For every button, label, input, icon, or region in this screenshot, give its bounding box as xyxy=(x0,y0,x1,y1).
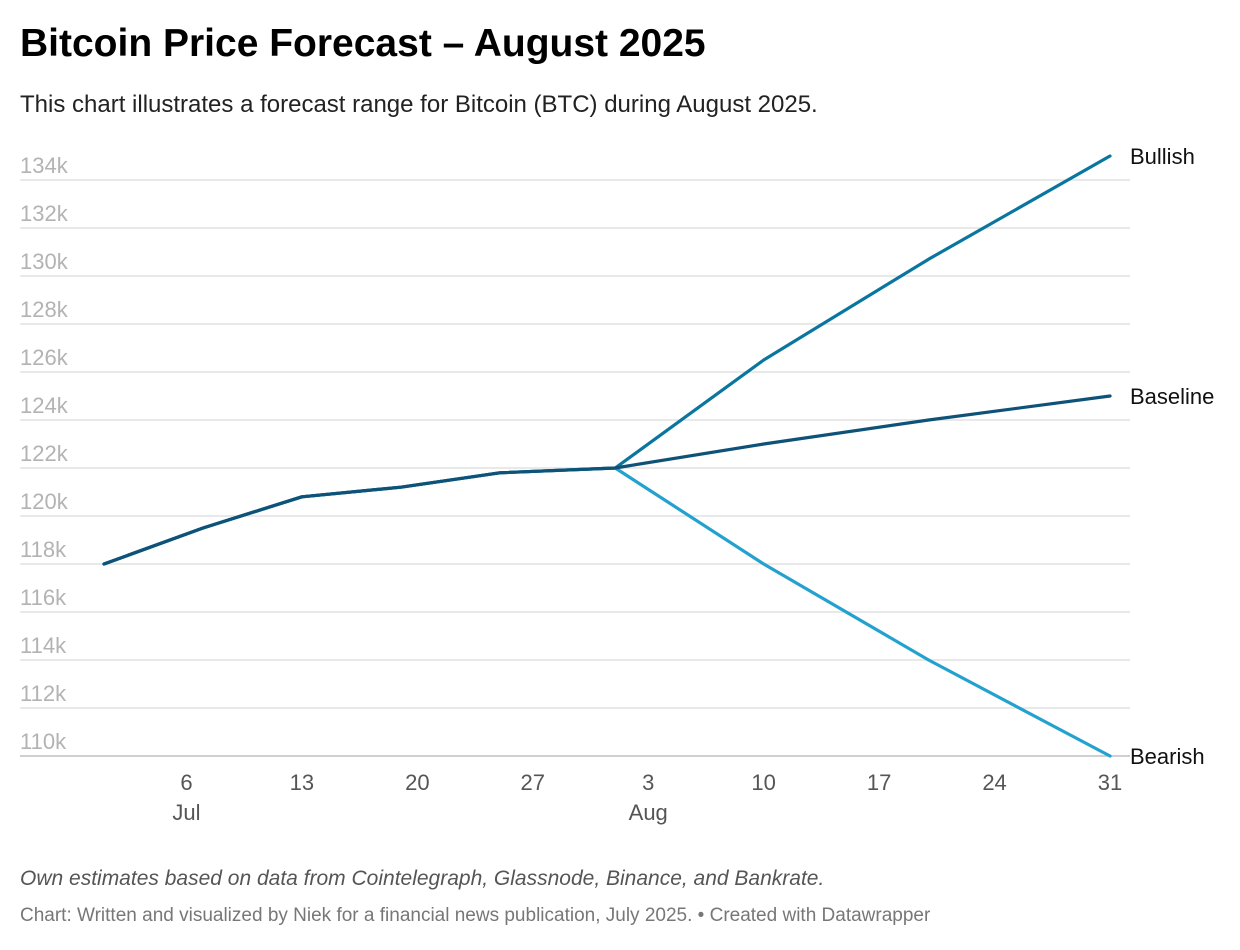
credit-line: Chart: Written and visualized by Niek fo… xyxy=(20,905,931,926)
x-tick-label: 20 xyxy=(405,770,429,795)
line-chart: 110k 112k 114k 116k 118k 120k 122k 124k 126k 128k… xyxy=(20,144,1214,825)
y-tick-label: 128k xyxy=(20,297,69,322)
y-tick-label: 134k xyxy=(20,153,69,178)
x-axis-ticks: 6 Jul 13 20 27 3 Aug 10 17 24 31 xyxy=(172,770,1122,825)
series-label-baseline: Baseline xyxy=(1130,384,1214,409)
series-line-bullish xyxy=(102,154,1112,566)
x-tick-label: 6 xyxy=(180,770,192,795)
series-label-bullish: Bullish xyxy=(1130,144,1195,169)
y-tick-label: 122k xyxy=(20,441,69,466)
y-tick-label: 130k xyxy=(20,249,69,274)
y-tick-label: 132k xyxy=(20,201,69,226)
x-tick-label: 24 xyxy=(982,770,1006,795)
y-tick-label: 118k xyxy=(20,537,67,562)
y-tick-label: 126k xyxy=(20,345,69,370)
chart-title: Bitcoin Price Forecast – August 2025 xyxy=(20,22,706,65)
y-axis-ticks: 110k 112k 114k 116k 118k 120k 122k 124k 126k 128k… xyxy=(20,153,69,754)
y-tick-label: 112k xyxy=(20,681,67,706)
x-tick-label: 3 xyxy=(642,770,654,795)
series-labels: Bearish Bullish Baseline xyxy=(1130,144,1214,769)
series-label-bearish: Bearish xyxy=(1130,744,1205,769)
y-tick-label: 114k xyxy=(20,633,67,658)
x-tick-label: 17 xyxy=(867,770,891,795)
series-lines xyxy=(102,154,1112,758)
chart-subtitle: This chart illustrates a forecast range … xyxy=(20,91,818,118)
gridlines xyxy=(20,179,1130,757)
x-tick-label: 31 xyxy=(1098,770,1122,795)
x-tick-month-label: Jul xyxy=(172,800,200,825)
x-tick-label: 10 xyxy=(751,770,775,795)
series-line-baseline xyxy=(102,394,1112,566)
y-tick-label: 116k xyxy=(20,585,67,610)
y-tick-label: 110k xyxy=(20,729,67,754)
x-tick-label: 13 xyxy=(290,770,314,795)
x-tick-month-label: Aug xyxy=(629,800,668,825)
x-tick-label: 27 xyxy=(521,770,545,795)
y-tick-label: 120k xyxy=(20,489,69,514)
source-note: Own estimates based on data from Cointel… xyxy=(20,867,825,890)
y-tick-label: 124k xyxy=(20,393,69,418)
